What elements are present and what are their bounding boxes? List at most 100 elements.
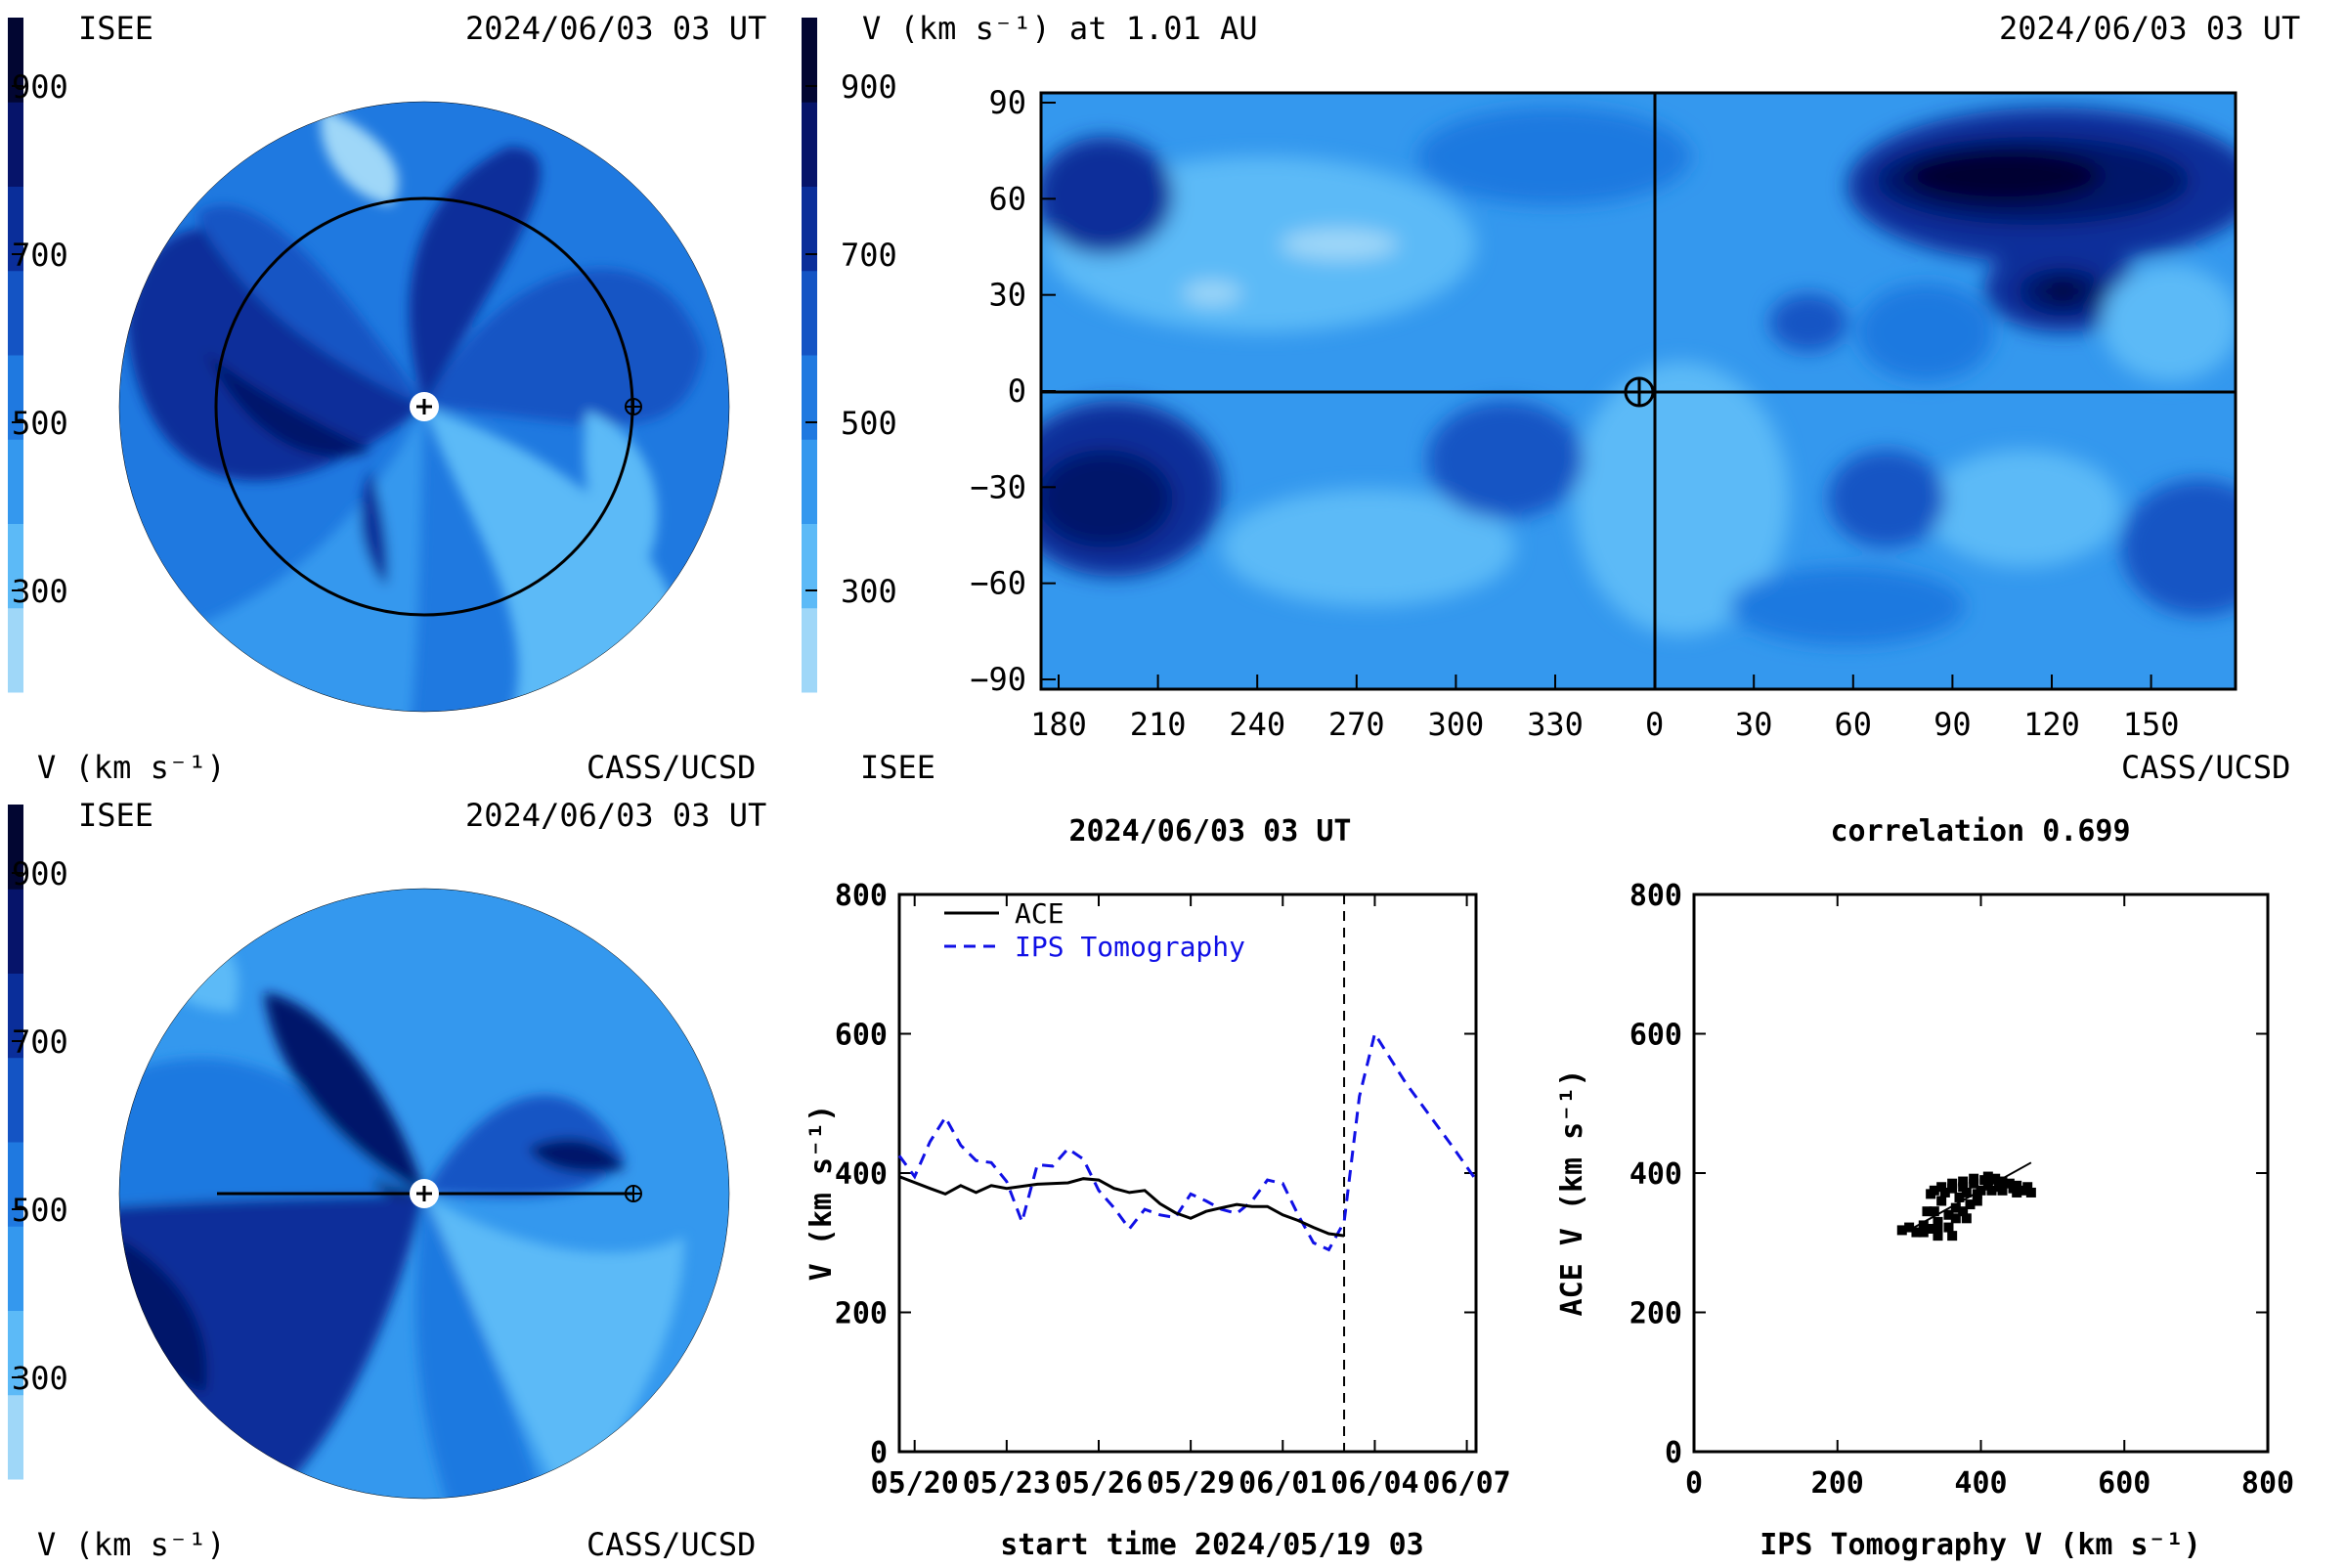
colorbar-band	[8, 805, 23, 890]
colorbar-band	[8, 1142, 23, 1227]
meridional-view-panel: ISEE 2024/06/03 03 UT 900 700 500 300 V …	[0, 787, 802, 1564]
scatter-point	[1954, 1192, 1965, 1202]
scatter-point	[2012, 1180, 2022, 1191]
legend-ace: ACE	[1015, 897, 1064, 930]
y-tick-label: 800	[1629, 879, 1682, 913]
scatter-point	[1997, 1185, 2008, 1196]
colorbar-band	[8, 523, 23, 609]
y-tick-label: 200	[1629, 1297, 1682, 1331]
scatter-point	[1933, 1231, 1943, 1241]
scatter-point	[1936, 1182, 1947, 1193]
scatter-point	[1947, 1231, 1958, 1241]
colorbar	[8, 18, 23, 693]
y-tick-label: 600	[835, 1019, 888, 1053]
lon-tick-label: 150	[2123, 706, 2180, 743]
scatter-point	[1990, 1173, 2001, 1184]
scatter-point	[1965, 1199, 1976, 1210]
fit-line	[1908, 1161, 2032, 1232]
scatter-point	[1972, 1196, 1982, 1206]
lon-tick-label: 120	[2023, 706, 2080, 743]
scatter-point	[1929, 1185, 1939, 1196]
scatter-point	[1969, 1173, 1979, 1184]
org-right: CASS/UCSD	[586, 1526, 756, 1563]
lat-tick-label: −60	[970, 565, 1026, 602]
colorbar-band	[8, 1310, 23, 1396]
colorbar-band	[8, 1226, 23, 1311]
colorbar-tick: 300	[12, 1360, 68, 1397]
colorbar-band	[8, 1057, 23, 1143]
earth-icon	[625, 398, 642, 415]
y-axis-label: V (km s⁻¹)	[804, 1105, 839, 1282]
colorbar-tick: 500	[841, 405, 897, 442]
colorbar-band	[802, 186, 817, 272]
colorbar-tick: 300	[12, 573, 68, 610]
lat-tick-label: 90	[988, 84, 1026, 121]
x-tick-label: 05/29	[1147, 1466, 1235, 1501]
x-tick-label: 05/26	[1055, 1466, 1143, 1501]
colorbar-band	[802, 439, 817, 524]
scatter-point	[1950, 1213, 1961, 1224]
lon-tick-label: 330	[1527, 706, 1584, 743]
scatter-point	[1939, 1187, 1950, 1198]
colorbar-tick: 700	[12, 1024, 68, 1061]
scatter-point	[1896, 1225, 1907, 1236]
scatter-point	[1958, 1206, 1969, 1217]
colorbar-band	[8, 973, 23, 1059]
colorbar-label: V (km s⁻¹)	[37, 749, 226, 786]
colorbar-band	[802, 270, 817, 356]
y-tick-label: 800	[835, 879, 888, 913]
org-right: CASS/UCSD	[2121, 749, 2290, 786]
lon-tick-label: 60	[1835, 706, 1873, 743]
y-tick-label: 200	[835, 1297, 888, 1331]
scatter-point	[1950, 1202, 1961, 1213]
colorbar-band	[8, 186, 23, 272]
x-tick-label: 06/07	[1422, 1466, 1510, 1501]
y-tick-label: 600	[1629, 1019, 1682, 1053]
scatter-point	[2012, 1187, 2022, 1198]
disk-outline	[118, 101, 730, 713]
ecliptic-view-panel: ISEE 2024/06/03 03 UT 900 700 500 300 V …	[0, 0, 802, 792]
lon-tick-label: 30	[1735, 706, 1773, 743]
scatter-point	[1918, 1220, 1929, 1231]
org-left: ISEE	[78, 797, 153, 834]
colorbar-band	[802, 18, 817, 103]
series-ace	[898, 1175, 1345, 1238]
earth-icon	[625, 1185, 642, 1202]
scatter-svg: correlation 0.699 IPS Tomography V (km s…	[1555, 814, 2294, 1562]
timestamp: 2024/06/03 03 UT	[465, 10, 766, 47]
colorbar-tick: 900	[12, 68, 68, 106]
colorbar-tick: 700	[12, 237, 68, 274]
scatter-point	[1933, 1216, 1943, 1227]
org-left: ISEE	[860, 749, 935, 786]
colorbar-band	[802, 355, 817, 440]
x-tick-label: 05/20	[871, 1466, 959, 1501]
org-right: CASS/UCSD	[586, 749, 756, 786]
scatter-point	[2025, 1187, 2036, 1198]
scatter-point	[1958, 1182, 1969, 1193]
colorbar-band	[8, 102, 23, 187]
lat-tick-label: −30	[970, 468, 1026, 505]
timestamp: 2024/06/03 03 UT	[465, 797, 766, 834]
lon-tick-label: 90	[1933, 706, 1972, 743]
x-tick-label: 800	[2241, 1466, 2294, 1501]
colorbar-tick: 500	[12, 1192, 68, 1229]
lat-tick-label: 30	[988, 277, 1026, 314]
x-axis-label: start time 2024/05/19 03	[1000, 1528, 1423, 1562]
synoptic-map-panel: V (km s⁻¹) at 1.01 AU 2024/06/03 03 UT 9…	[792, 0, 2346, 792]
colorbar-band	[8, 607, 23, 693]
legend: ACE IPS Tomography	[944, 897, 1245, 963]
scatter-point	[1933, 1225, 1943, 1236]
x-axis-label: IPS Tomography V (km s⁻¹)	[1760, 1528, 2201, 1562]
lon-tick-label: 300	[1428, 706, 1485, 743]
meridional-view-svg: ISEE 2024/06/03 03 UT 900 700 500 300 V …	[8, 797, 766, 1563]
ecliptic-view-svg: ISEE 2024/06/03 03 UT 900 700 500 300 V …	[8, 10, 766, 786]
colorbar-band	[802, 102, 817, 187]
y-tick-label: 400	[835, 1157, 888, 1192]
y-tick-label: 400	[1629, 1157, 1682, 1192]
lon-tick-label: 180	[1030, 706, 1087, 743]
y-tick-label: 0	[870, 1436, 888, 1470]
scatter-point	[1922, 1206, 1933, 1217]
lon-tick-label: 0	[1645, 706, 1664, 743]
scatter-point	[1982, 1171, 1993, 1182]
synoptic-map-svg: V (km s⁻¹) at 1.01 AU 2024/06/03 03 UT 9…	[802, 10, 2300, 786]
